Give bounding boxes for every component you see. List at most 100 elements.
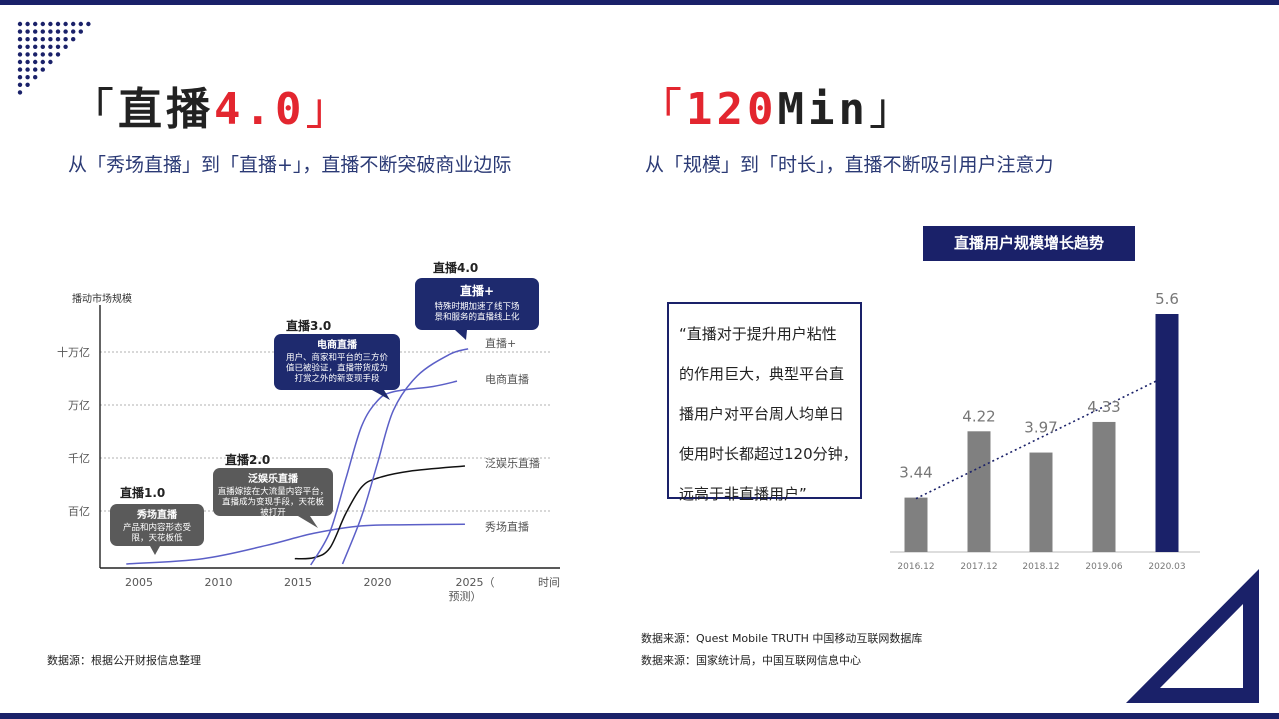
decoration-dot xyxy=(33,21,38,27)
bar xyxy=(904,497,928,552)
decoration-dot xyxy=(48,21,53,27)
bar-category-label: 2019.06 xyxy=(1085,562,1122,572)
decoration-dot xyxy=(17,44,23,49)
callout-tail xyxy=(455,330,467,340)
decoration-dot xyxy=(33,52,38,57)
series-line xyxy=(310,380,458,566)
bar-category-label: 2020.03 xyxy=(1148,562,1185,572)
bar-value-label: 4.33 xyxy=(1087,398,1120,416)
right-title-bracket-close: 」 xyxy=(868,84,917,135)
decoration-dot xyxy=(25,75,30,80)
quote-line: 使用时长都超过120分钟， xyxy=(679,445,858,463)
decoration-dot xyxy=(78,29,83,34)
left-title-text: 直播 xyxy=(118,84,214,135)
bar-value-label: 4.22 xyxy=(962,407,995,425)
callout-text: 景和服务的直播线上化 xyxy=(434,312,520,323)
dot-pattern-decoration xyxy=(17,21,91,95)
left-title-version: 4.0 xyxy=(214,84,306,135)
decoration-dot xyxy=(40,44,45,49)
decoration-dot xyxy=(78,21,83,27)
quote-line: 远高于非直播用户” xyxy=(679,485,807,503)
decoration-dot xyxy=(71,29,76,34)
bar-category-label: 2016.12 xyxy=(897,562,934,572)
bar xyxy=(1029,452,1053,552)
bar-category-label: 2017.12 xyxy=(960,562,997,572)
right-subtitle: 从「规模」到「时长」，直播不断吸引用户注意力 xyxy=(645,154,1054,176)
quote-line: 的作用巨大，典型平台直 xyxy=(679,365,845,383)
callout-heading: 直播+ xyxy=(460,283,494,298)
left-title-bracket-close: 」 xyxy=(305,84,354,135)
callout-box xyxy=(110,504,204,546)
stage-label: 直播2.0 xyxy=(225,452,270,467)
decoration-dot xyxy=(33,44,38,49)
callout-tail xyxy=(372,390,390,400)
bar-category-label: 2018.12 xyxy=(1022,562,1059,572)
x-tick-label: 2005 xyxy=(125,576,153,589)
series-line xyxy=(126,523,465,565)
callout-text: 产品和内容形态受 xyxy=(123,522,192,533)
left-title-bracket-open: 「 xyxy=(70,84,118,135)
decoration-dot xyxy=(48,52,53,57)
decoration-dot xyxy=(33,67,38,72)
x-tick-label: 2020 xyxy=(364,576,392,589)
y-axis-label: 播动市场规模 xyxy=(72,292,132,305)
series-label: 电商直播 xyxy=(485,372,529,386)
decoration-dot xyxy=(33,75,38,80)
quote-line: “直播对于提升用户粘性 xyxy=(679,325,837,343)
decoration-dot xyxy=(48,44,53,49)
bar xyxy=(1155,314,1179,552)
decoration-dot xyxy=(25,67,30,72)
decoration-dot xyxy=(25,59,30,65)
quote-line: 播用户对平台周人均单日 xyxy=(679,405,845,423)
decoration-dot xyxy=(17,75,23,80)
y-tick-label: 百亿 xyxy=(68,505,90,518)
decoration-dot xyxy=(55,37,61,42)
decoration-dot xyxy=(25,44,30,49)
right-source-note-1: 数据来源：Quest Mobile TRUTH 中国移动互联网数据库 xyxy=(641,632,923,645)
decoration-dot xyxy=(55,52,61,57)
decoration-dot xyxy=(71,21,76,27)
bar xyxy=(1092,421,1116,552)
stage-label: 直播1.0 xyxy=(120,485,165,500)
decoration-dot xyxy=(55,44,61,49)
right-title-number: 120 xyxy=(686,84,778,135)
left-big-title: 「直播4.0」 xyxy=(70,84,353,136)
decoration-dot xyxy=(55,29,61,34)
left-source-note: 数据源：根据公开财报信息整理 xyxy=(47,654,201,667)
callout-text: 限，天花板低 xyxy=(131,533,183,544)
decoration-dot xyxy=(63,44,68,49)
market-size-line-chart: 百亿 千亿 万亿 十万亿 播动市场规模 2005 2010 2015 2020 2025（预测） 时… xyxy=(57,260,560,603)
callout-tail xyxy=(150,546,160,555)
decoration-dot xyxy=(17,21,23,27)
callout-heading: 泛娱乐直播 xyxy=(248,472,299,485)
callout-text: 用户、商家和平台的三方价 xyxy=(286,352,389,363)
decoration-dot xyxy=(25,37,30,42)
callout-tail xyxy=(298,516,318,528)
decoration-dot xyxy=(40,37,45,42)
right-source-note-2: 数据来源：国家统计局，中国互联网信息中心 xyxy=(641,654,861,667)
x-tick-label: 2010 xyxy=(205,576,233,589)
decoration-dot xyxy=(71,37,76,42)
right-big-title: 「120Min」 xyxy=(638,84,917,136)
stage-label: 直播3.0 xyxy=(286,318,331,333)
callout-text: 特殊时期加速了线下场 xyxy=(434,301,519,312)
callout-text: 值已被验证，直播带货成为 xyxy=(286,363,388,374)
y-tick-label: 十万亿 xyxy=(57,345,90,359)
callout-box xyxy=(415,278,539,330)
decoration-dot xyxy=(17,52,23,57)
bar-chart-title: 直播用户规模增长趋势 xyxy=(923,226,1135,261)
right-title-bracket-open: 「 xyxy=(638,84,686,135)
bar-value-label: 5.6 xyxy=(1155,290,1179,308)
decoration-dot xyxy=(33,29,38,34)
decoration-dot xyxy=(40,52,45,57)
callout-text: 被打开 xyxy=(260,507,286,518)
decoration-dot xyxy=(25,21,30,27)
decoration-dot xyxy=(40,21,45,27)
x-tick-label: 2015 xyxy=(284,576,312,589)
x-tick-label-cont: 预测） xyxy=(449,590,482,603)
quote-box: “直播对于提升用户粘性 的作用巨大，典型平台直 播用户对平台周人均单日 使用时长… xyxy=(667,302,862,503)
decoration-dot xyxy=(48,59,53,65)
callout-box xyxy=(213,468,333,516)
